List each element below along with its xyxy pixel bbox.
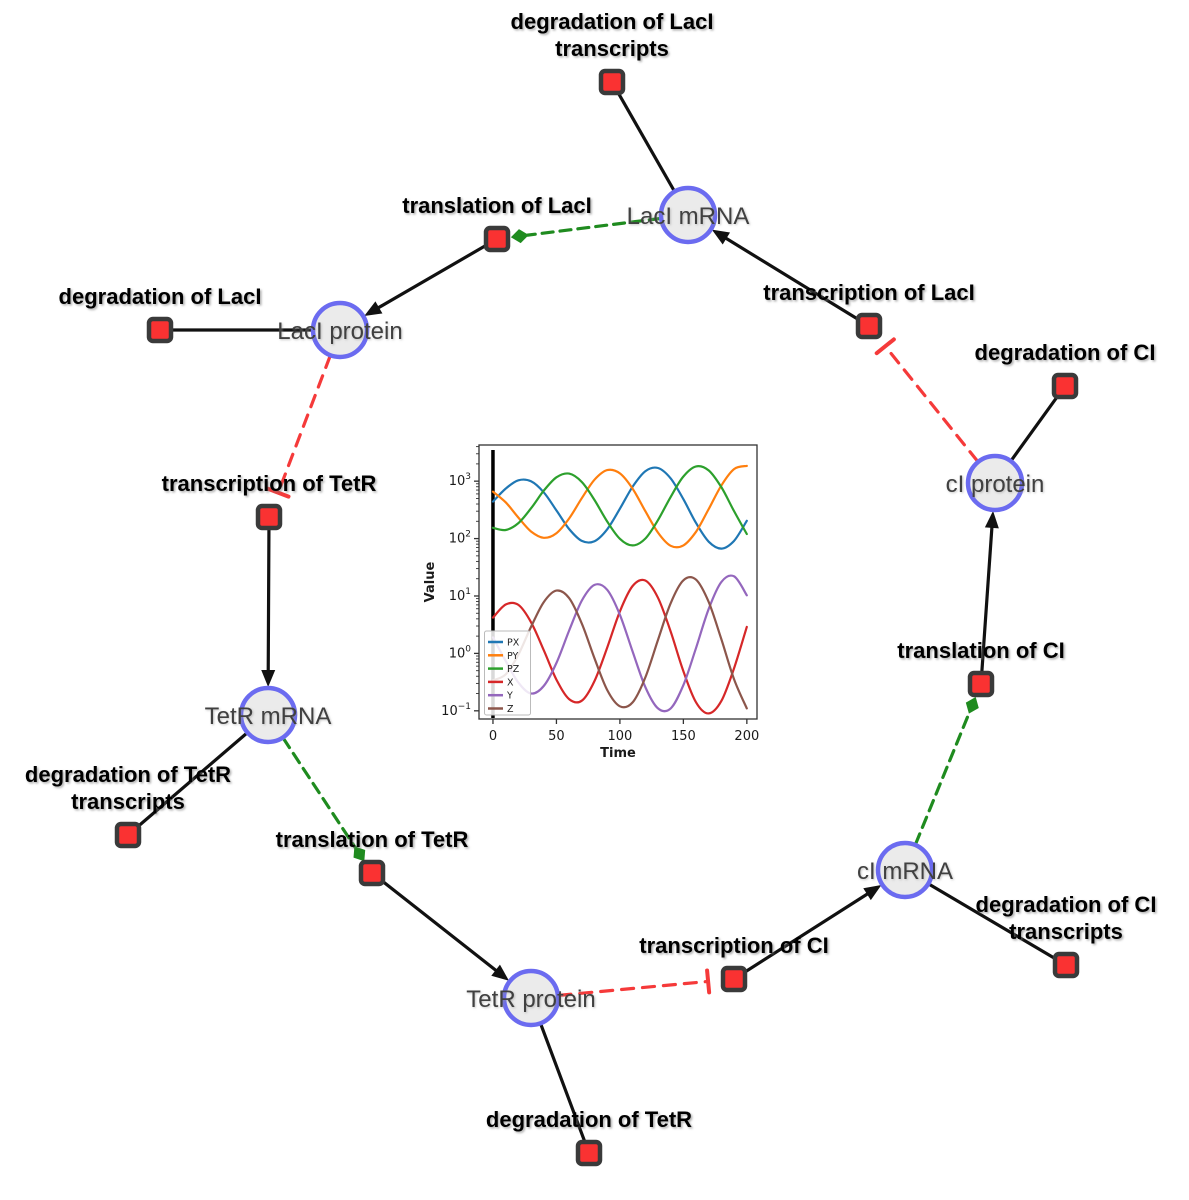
legend-label-X: X (507, 677, 514, 688)
reaction-node-translation-tetr (358, 859, 386, 887)
reaction-node-transcription-tetr (255, 503, 283, 531)
legend-label-Z: Z (507, 704, 514, 715)
reaction-label-translation-tetr: translation of TetR (276, 827, 469, 852)
edge-inhibitor-tetr-protein-transcription-ci-tbar (705, 968, 712, 995)
edge-product-laci-mrna-transcription-laci (720, 234, 871, 328)
edge-inhibitor-tetr-protein-transcription-ci (557, 980, 708, 997)
edge-modifier-ci-mrna-translation-ci-diamond (965, 696, 979, 714)
species-label-laci-mrna: LacI mRNA (627, 203, 750, 230)
species-node-tetr-mrna (238, 685, 298, 745)
reaction-label-deg-ci: degradation of CI (975, 340, 1156, 365)
legend-label-Y: Y (506, 691, 513, 702)
labels-layer: degradation of LacI transcripts translatio… (25, 9, 1157, 1132)
chart-legend: PX PY PZ XYZ (484, 630, 531, 716)
edge-modifier-ci-mrna-translation-ci (913, 711, 971, 846)
edge-modifier-tetr-mrna-translation-tetr (281, 736, 357, 849)
reaction-label-deg-ci-transcripts: degradation of CI transcripts (976, 892, 1157, 944)
series-PZ (491, 465, 748, 547)
species-label-tetr-protein: TetR protein (466, 986, 595, 1013)
edge-product-tetr-mrna-transcription-tetr (266, 515, 271, 677)
x-axis-label: Time (600, 746, 636, 761)
legend-label-PY: PY (507, 651, 519, 662)
edge-product-tetr-protein-translation-tetr (370, 871, 502, 975)
x-tick-label: 0 (489, 729, 497, 744)
edge-inhibitor-ci-protein-transcription-laci (884, 346, 980, 463)
reaction-node-deg-tetr (575, 1139, 603, 1167)
species-label-ci-protein: cI protein (946, 471, 1045, 498)
edge-product-laci-mrna-transcription-laci-arrowhead (711, 229, 731, 245)
edge-product-laci-protein-translation-laci-arrowhead (364, 301, 383, 316)
legend-label-PX: PX (507, 638, 520, 649)
edge-inhibitor-laci-protein-transcription-tetr-tbar (265, 486, 291, 499)
edge-inhibitor-ci-protein-transcription-laci-tbar (874, 337, 896, 356)
reaction-node-translation-ci (967, 670, 995, 698)
y-tick-label: 102 (449, 530, 471, 547)
edge-product-laci-protein-translation-laci (373, 237, 499, 312)
reaction-node-translation-laci (483, 225, 511, 253)
nodes-layer (114, 68, 1080, 1167)
reaction-node-deg-tetr-transcripts (114, 821, 142, 849)
x-tick-label: 50 (548, 729, 565, 744)
reaction-node-deg-ci-transcripts (1052, 951, 1080, 979)
reaction-node-transcription-laci (855, 312, 883, 340)
species-node-ci-mrna (875, 840, 935, 900)
y-tick-label: 100 (449, 644, 472, 661)
reaction-label-deg-laci-transcripts: degradation of LacI transcripts (511, 9, 714, 61)
x-tick-label: 150 (671, 729, 696, 744)
edge-product-ci-protein-translation-ci (979, 521, 994, 686)
y-tick-label: 10−1 (441, 702, 471, 719)
edge-product-ci-mrna-transcription-ci-arrowhead (863, 885, 882, 901)
edges-layer (126, 80, 1068, 1155)
species-label-tetr-mrna: TetR mRNA (205, 703, 332, 730)
series-Z (491, 576, 748, 710)
reaction-node-deg-laci (146, 316, 174, 344)
species-node-laci-mrna (658, 185, 718, 245)
edge-product-tetr-protein-translation-tetr-arrowhead (491, 964, 509, 981)
reaction-label-transcription-laci: transcription of LacI (763, 280, 974, 305)
species-label-ci-mrna: cI mRNA (857, 858, 953, 885)
x-tick-label: 100 (607, 729, 632, 744)
edge-reactant-ci-mrna-deg-ci-transcripts (903, 868, 1068, 967)
reaction-label-transcription-tetr: transcription of TetR (162, 471, 377, 496)
species-node-ci-protein (965, 453, 1025, 513)
series-PY (491, 464, 748, 549)
y-tick-label: 101 (449, 587, 471, 604)
reaction-label-deg-tetr-transcripts: degradation of TetR transcripts (25, 762, 231, 814)
series-PX (491, 466, 748, 550)
reaction-label-translation-laci: translation of LacI (402, 193, 591, 218)
edge-product-ci-protein-translation-ci-arrowhead (984, 510, 999, 529)
species-node-tetr-protein (501, 968, 561, 1028)
y-axis-label: Value (423, 561, 438, 602)
edge-modifier-laci-mrna-translation-laci-diamond (510, 229, 529, 244)
legend-label-PZ: PZ (507, 664, 520, 675)
series-X (491, 578, 748, 715)
series-Y (491, 574, 748, 713)
reaction-node-deg-laci-transcripts (598, 68, 626, 96)
reaction-node-deg-ci (1051, 372, 1079, 400)
edge-product-tetr-mrna-transcription-tetr-arrowhead (261, 669, 276, 688)
x-tick-label: 200 (734, 729, 759, 744)
reaction-label-transcription-ci: transcription of CI (639, 933, 828, 958)
reaction-label-deg-laci: degradation of LacI (59, 284, 262, 309)
species-node-laci-protein (310, 300, 370, 360)
edge-reactant-tetr-mrna-deg-tetr-transcripts (126, 713, 270, 837)
reaction-label-deg-tetr: degradation of TetR (486, 1107, 692, 1132)
edge-product-ci-mrna-transcription-ci (732, 889, 873, 981)
reaction-node-transcription-ci (720, 965, 748, 993)
y-tick-label: 103 (449, 472, 471, 489)
edge-modifier-laci-mrna-translation-laci (526, 216, 662, 237)
edge-modifier-tetr-mrna-translation-tetr-diamond (353, 846, 366, 862)
edge-inhibitor-laci-protein-transcription-tetr (277, 354, 332, 493)
reaction-label-translation-ci: translation of CI (897, 638, 1064, 663)
species-label-laci-protein: LacI protein (277, 318, 402, 345)
